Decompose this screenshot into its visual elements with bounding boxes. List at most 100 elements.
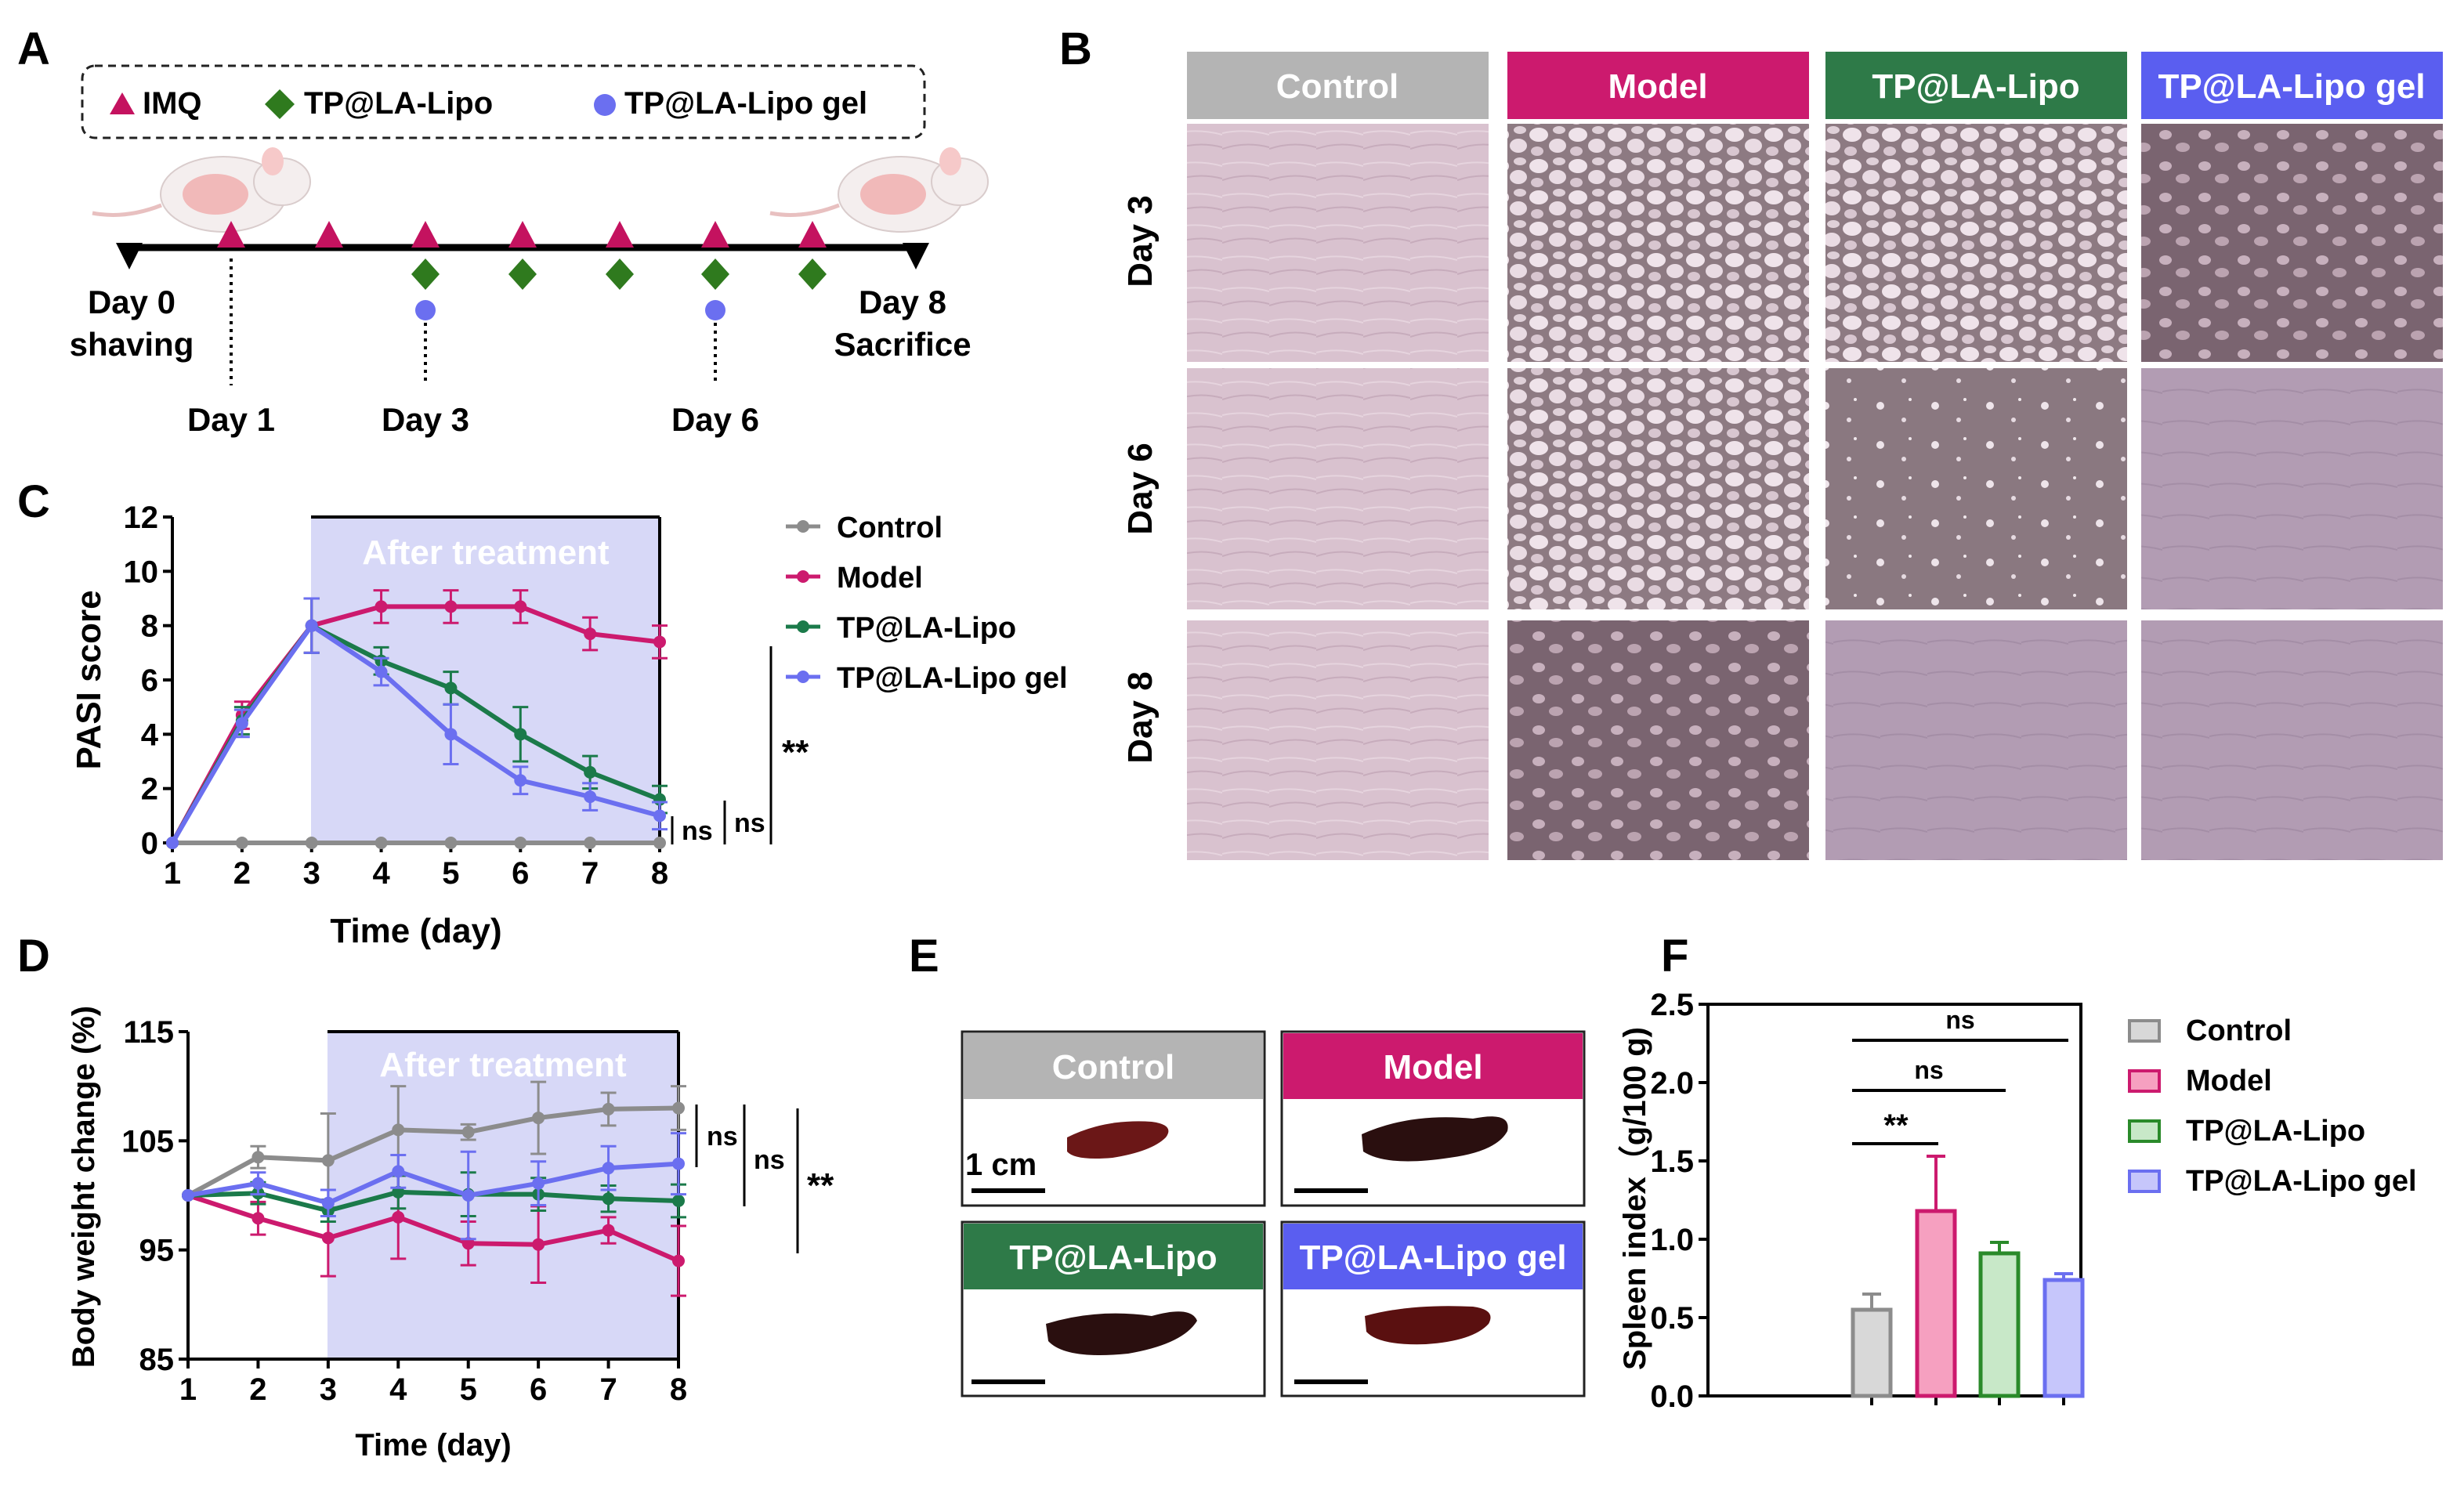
weight-x-tick-label: 4 [389,1372,407,1407]
photo-control-day3 [1187,124,1489,362]
pasi-point-model [584,627,597,641]
spleen-bar-tp [1978,1251,2021,1398]
weight-chart: After treatment 1 2 3 4 5 6 7 8 85 95 105 115 Time … [67,1006,834,1462]
weight-line-tp [187,1189,679,1213]
pasi-point-model [514,600,527,613]
legend-model: Model [837,562,923,595]
pasi-point-control [305,837,318,849]
weight-point-model [392,1210,405,1224]
timeline-legend-box [81,64,926,139]
pasi-treatment-shade [311,517,660,843]
spleen-gel-image [1365,1306,1491,1345]
pasi-point-gel [444,728,458,741]
spleen-chart-frame [1706,1003,2082,1397]
imq-marker-4 [508,221,537,248]
tp-markers [411,259,827,290]
pasi-point-tp [444,682,458,695]
spleen-y-tick-label: 2.5 [1650,988,1694,1022]
weight-x-tick-label: 7 [599,1372,617,1407]
panel-label-c: C [17,476,50,527]
day1-label: Day 1 [187,401,275,438]
pasi-y-tick-label: 2 [141,772,158,807]
imq-legend-label: IMQ [143,86,202,121]
header-model [1507,52,1809,119]
pasi-point-gel [166,837,179,849]
panel-label-d: D [17,931,50,982]
weight-y-tick-label: 95 [139,1234,175,1268]
pasi-x-tick-label: 1 [164,856,181,891]
weight-line-model [187,1193,680,1264]
weight-point-model [532,1238,545,1251]
spleen-legend-model: Model [2186,1065,2272,1097]
panel-label-b: B [1059,24,1092,74]
spleen-y-tick-label: 0.5 [1650,1301,1694,1336]
spleen-header-model-label: Model [1383,1048,1482,1086]
weight-point-tp [392,1185,405,1199]
pasi-point-control [653,837,666,849]
header-control [1187,52,1489,119]
header-gel [2141,52,2443,119]
legend-tp: TP@LA-Lipo [837,612,1016,645]
pasi-point-tp [584,765,597,779]
sacrifice-label: Sacrifice [834,326,971,363]
pasi-point-control [444,837,458,849]
pasi-x-tick-label: 7 [581,856,599,891]
pasi-point-control [235,837,248,849]
spleen-model-image [1362,1116,1508,1162]
spleen-y-tick-label: 1.5 [1650,1144,1694,1179]
pasi-y-tick-label: 6 [141,663,158,698]
day8-label: Day 8 [859,284,946,320]
weight-y-label: Body weight change (%) [67,1006,101,1368]
weight-point-gel [532,1177,545,1190]
weight-point-gel [251,1177,265,1190]
photo-gel-day8 [2141,620,2443,860]
tp-marker-2 [508,259,537,290]
timeline-start-marker [116,243,143,269]
weight-x-tick-label: 6 [530,1372,547,1407]
shaving-label: shaving [70,326,194,363]
pasi-x-tick-label: 5 [442,856,459,891]
pasi-x-tick-label: 3 [303,856,320,891]
spleen-y-tick-label: 0.0 [1650,1379,1694,1414]
gel-marker-2 [705,300,725,320]
pasi-point-control [374,837,388,849]
header-tp-label: TP@LA-Lipo [1872,67,2079,106]
tp-legend-label: TP@LA-Lipo [304,86,493,121]
gel-markers [415,300,725,320]
mouse-right-image [769,147,989,233]
panel-label-f: F [1661,931,1688,982]
spleen-legend-control: Control [2186,1014,2292,1047]
timeline-end-marker [903,243,929,269]
spleen-header-tp [964,1224,1263,1289]
pasi-point-gel [514,774,527,787]
header-control-label: Control [1276,67,1398,106]
photo-tp-day8 [1825,620,2127,860]
pasi-point-gel [584,790,597,804]
spleen-header-gel [1283,1224,1583,1289]
spleen-header-control-label: Control [1052,1048,1174,1086]
header-tp [1825,52,2127,119]
photo-tp-day6 [1825,368,2127,609]
weight-point-tp [672,1194,685,1207]
imq-marker-6 [701,221,729,248]
weight-point-control [321,1154,335,1167]
pasi-x-tick-label: 2 [233,856,251,891]
weight-point-control [602,1102,615,1115]
weight-y-tick-label: 105 [121,1124,174,1159]
tp-marker-5 [798,259,827,290]
photo-model-day3 [1507,124,1809,362]
weight-point-gel [672,1157,685,1170]
gel-marker-1 [415,300,436,320]
tp-marker-3 [606,259,634,290]
weight-point-tp [602,1192,615,1206]
spleen-legend-gel: TP@LA-Lipo gel [2186,1165,2417,1198]
skin-photo-panel: Control Model TP@LA-Lipo TP@LA-Lipo gel … [1121,52,2443,860]
imq-marker-5 [606,221,634,248]
spleen-sig-label-1: ** [1883,1108,1909,1143]
day3-label: Day 3 [382,401,469,438]
weight-sig-label-2: ns [754,1145,785,1175]
spleen-y-label: Spleen index（g/100 g) [1618,1027,1652,1370]
row-label-day8: Day 8 [1121,671,1160,763]
spleen-header-model [1283,1033,1583,1099]
spleen-legend: Control Model TP@LA-Lipo TP@LA-Lipo gel [2128,1014,2417,1198]
